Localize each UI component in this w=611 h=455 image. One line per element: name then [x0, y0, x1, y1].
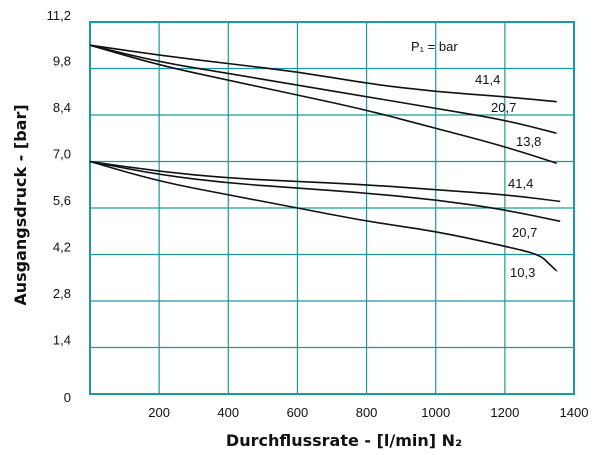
- legend-title: P₁ = bar: [411, 39, 458, 54]
- series-labels: 41,4 20,7 13,8 41,4 20,7 10,3: [475, 72, 541, 280]
- series-line-lower-5: [89, 160, 558, 272]
- y-tick-label: 4,2: [53, 240, 71, 255]
- y-tick-label: 11,2: [47, 8, 71, 23]
- y-tick-labels: 0 1,4 2,8 4,2 5,6 7,0 8,4 9,8 11,2: [47, 8, 71, 405]
- y-tick-label: 2,8: [53, 286, 71, 301]
- series-line-upper-0: [89, 44, 557, 103]
- series-label: 20,7: [491, 100, 516, 115]
- y-tick-label: 1,4: [53, 333, 71, 348]
- x-tick-label: 400: [217, 405, 239, 420]
- series-line-lower-3: [89, 160, 561, 203]
- x-tick-label: 600: [287, 405, 309, 420]
- series-label: 41,4: [508, 176, 533, 191]
- x-tick-label: 1000: [421, 405, 450, 420]
- plot-frame: [89, 21, 575, 395]
- series-curves: [89, 44, 561, 272]
- series-line-upper-2: [89, 44, 557, 164]
- x-tick-label: 1400: [560, 405, 589, 420]
- y-tick-label: 8,4: [53, 100, 71, 115]
- y-tick-label: 5,6: [53, 193, 71, 208]
- x-tick-label: 200: [148, 405, 170, 420]
- series-line-upper-1: [89, 44, 558, 135]
- series-label: 13,8: [516, 134, 541, 149]
- series-line-lower-4: [89, 160, 561, 223]
- y-tick-label: 9,8: [53, 54, 71, 69]
- x-axis-title: Durchflussrate - [l/min] N₂: [226, 431, 462, 450]
- x-tick-labels: 200 400 600 800 1000 1200 1400: [148, 405, 588, 420]
- x-tick-label: 800: [356, 405, 378, 420]
- y-tick-label: 0: [64, 390, 71, 405]
- y-tick-label: 7,0: [53, 147, 71, 162]
- series-label: 10,3: [510, 265, 535, 280]
- x-tick-label: 1200: [490, 405, 519, 420]
- grid-lines: [90, 22, 574, 394]
- series-label: 41,4: [475, 72, 500, 87]
- y-axis-title: Ausgangsdruck - [bar]: [11, 104, 30, 305]
- series-label: 20,7: [512, 225, 537, 240]
